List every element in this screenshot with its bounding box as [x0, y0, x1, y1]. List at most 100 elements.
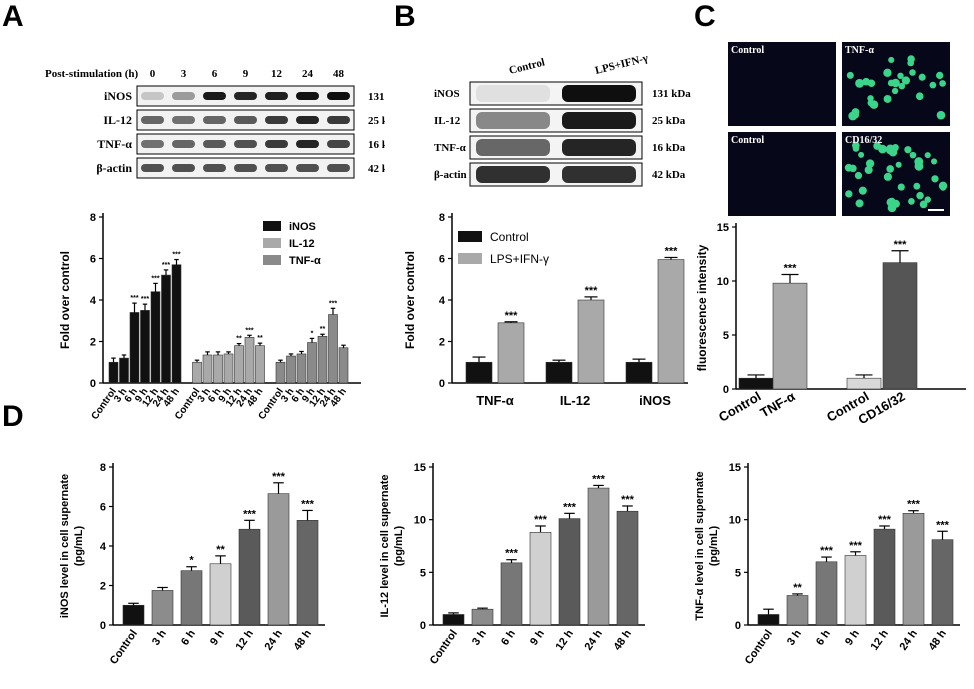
- y-tick-label: 15: [414, 462, 426, 474]
- y-axis-title: Fold over control: [58, 251, 72, 349]
- fluor-cell: [865, 159, 875, 168]
- blot-a-band: [141, 92, 164, 100]
- blot-a-band: [234, 140, 257, 148]
- blot-a-band: [234, 116, 257, 124]
- bar: [180, 570, 203, 626]
- blot-a-band: [141, 140, 164, 148]
- blot-b-band: [476, 166, 550, 183]
- x-tick-label: 12 h: [554, 628, 577, 653]
- blot-b-kda-label: 42 kDa: [652, 169, 686, 181]
- bar: [558, 518, 581, 626]
- fluor-cell: [907, 59, 915, 67]
- fluor-cell: [883, 68, 892, 77]
- blot-a-band: [265, 140, 288, 148]
- bar: [772, 282, 808, 390]
- fluor-cell: [858, 186, 867, 195]
- significance-label: **: [257, 335, 263, 342]
- x-tick-label: 24 h: [263, 628, 286, 653]
- panel-b-bar-chart: TNF-α IL-12 iNOS 0 2 4 6 8 Fold over control *** *…: [403, 212, 688, 408]
- blot-a-band: [172, 164, 195, 172]
- significance-label: ***: [534, 514, 548, 526]
- y-axis-unit: (pg/mL): [393, 526, 405, 567]
- blot-a-row-label: iNOS: [104, 89, 132, 103]
- significance-label: ***: [505, 548, 519, 560]
- x-tick-label: 48 h: [612, 628, 635, 653]
- y-tick-label: 10: [414, 515, 426, 527]
- bar: [140, 310, 150, 384]
- fluor-cell: [924, 196, 931, 203]
- blot-a-timepoint: 6: [212, 68, 218, 80]
- blot-b-band: [562, 85, 636, 102]
- bar: [738, 377, 774, 390]
- fluor-cell: [852, 145, 860, 152]
- fluor-cell: [867, 95, 874, 102]
- y-tick-label: 0: [90, 378, 96, 390]
- x-tick-label: 24 h: [898, 628, 921, 653]
- bar: [209, 563, 232, 626]
- y-tick-label: 4: [439, 295, 446, 307]
- bar: [757, 614, 780, 626]
- x-tick-label: TNF-α: [476, 393, 514, 408]
- fluor-cell: [931, 158, 938, 165]
- fluor-cell: [858, 151, 865, 158]
- significance-label: ***: [130, 295, 138, 302]
- bar: [846, 377, 882, 390]
- fluor-cell: [914, 161, 924, 171]
- blot-b-band: [562, 166, 636, 183]
- significance-label: ***: [592, 473, 606, 485]
- significance-label: ***: [784, 263, 798, 275]
- bar: [213, 354, 223, 384]
- significance-label: ***: [245, 327, 253, 334]
- y-tick-label: 0: [735, 620, 741, 632]
- significance-label: ***: [162, 262, 170, 269]
- bar: [150, 291, 161, 384]
- fluor-cell: [895, 161, 902, 168]
- bar: [234, 345, 244, 384]
- bar: [108, 361, 119, 384]
- blot-a-band: [296, 140, 319, 148]
- fluor-cell: [883, 172, 892, 181]
- blot-b-band: [476, 139, 550, 156]
- fluor-image-label: CD16/32: [845, 135, 882, 146]
- fluor-cell: [862, 77, 870, 86]
- legend-label: LPS+IFN-γ: [490, 252, 549, 266]
- bar: [844, 555, 867, 626]
- x-tick-label: 9 h: [208, 628, 227, 648]
- fluor-cell: [936, 110, 946, 120]
- blot-a-kda-label: 16 kDa: [368, 139, 385, 151]
- bar: [338, 347, 349, 384]
- fluor-cell: [931, 175, 939, 183]
- bar: [244, 337, 255, 384]
- blot-b-row-label: iNOS: [434, 88, 460, 100]
- significance-label: ***: [585, 285, 599, 297]
- fluor-cell: [852, 111, 860, 119]
- bar: [267, 493, 290, 626]
- y-tick-label: 5: [420, 567, 426, 579]
- x-tick-label: 48 h: [927, 628, 950, 653]
- blot-a-band: [172, 92, 195, 100]
- x-tick-label: Control: [428, 628, 460, 667]
- y-tick-label: 0: [420, 620, 426, 632]
- blot-a-timepoint: 3: [181, 68, 187, 80]
- x-tick-label: 48 h: [292, 628, 315, 653]
- bar: [882, 262, 918, 390]
- panel-letter-a: A: [2, 0, 24, 33]
- y-tick-label: 6: [439, 254, 445, 266]
- bar: [223, 353, 234, 384]
- fluor-cell: [915, 92, 924, 101]
- fluor-cell: [936, 71, 944, 80]
- fluor-image-label: Control: [731, 135, 764, 146]
- significance-label: ***: [141, 296, 149, 303]
- significance-label: ***: [505, 310, 519, 322]
- bar: [286, 355, 296, 384]
- y-tick-label: 10: [729, 515, 741, 527]
- bar: [307, 342, 317, 384]
- fluor-cell: [919, 200, 928, 209]
- bar: [465, 361, 493, 384]
- panel-d-inos-bar-chart: 0 2 4 6 8 iNOS level in cell supernate (pg/mL)…: [59, 462, 325, 667]
- blot-a-band: [296, 164, 319, 172]
- significance-label: **: [320, 326, 326, 333]
- blot-b-row-label: IL-12: [434, 115, 461, 127]
- blot-a-band: [141, 164, 164, 172]
